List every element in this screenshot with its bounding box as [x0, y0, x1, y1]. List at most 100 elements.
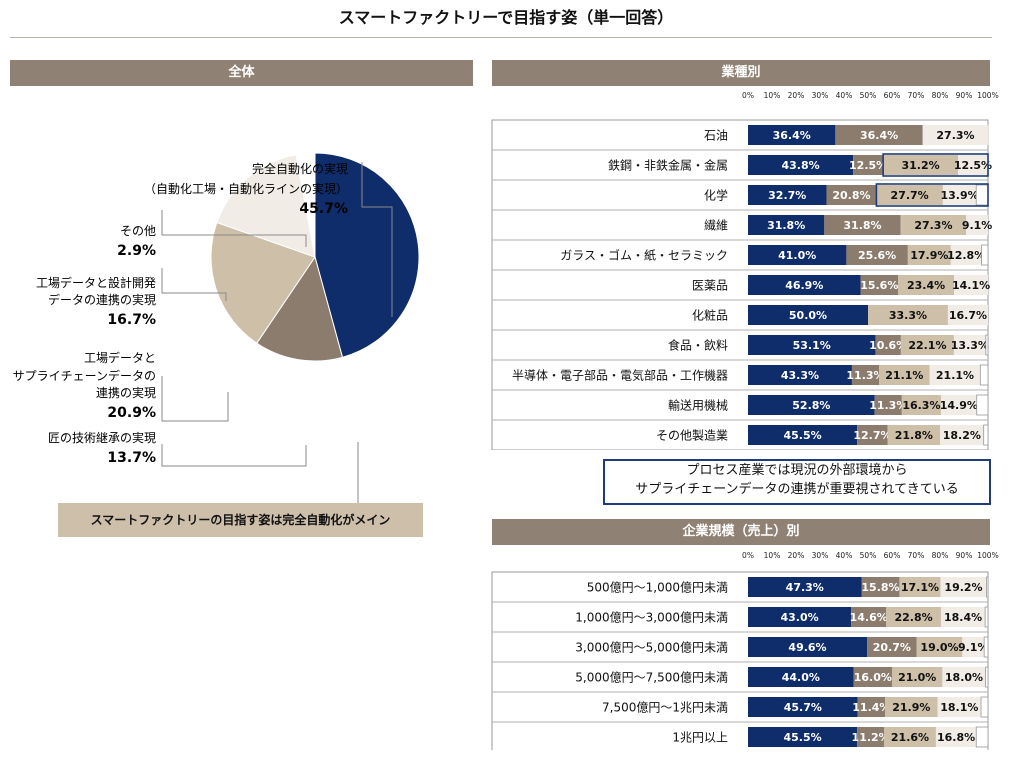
industry-category-label: 医薬品 — [692, 279, 728, 293]
size-bar-segment — [748, 697, 858, 717]
pie-label: 連携の実現 — [96, 385, 156, 400]
section-header-overall: 全体 — [10, 60, 473, 86]
size-bar-segment — [899, 577, 941, 597]
industry-bar-segment — [953, 335, 986, 355]
industry-data-label: 17.9% — [910, 249, 948, 262]
industry-bar-segment — [887, 425, 940, 445]
industry-data-label: 13.3% — [951, 339, 989, 352]
size-bar-segment — [940, 607, 986, 627]
size-bar-segment — [962, 637, 985, 657]
size-bar-segment — [975, 726, 989, 748]
size-category-label: 1,000億円～3,000億円未満 — [575, 611, 728, 625]
industry-data-label: 45.5% — [784, 429, 822, 442]
axis-tick-label: 100% — [977, 551, 998, 560]
size-bar-segment — [886, 607, 941, 627]
size-data-label: 19.2% — [944, 581, 982, 594]
size-bar-segment — [867, 637, 917, 657]
industry-data-label: 46.9% — [785, 279, 823, 292]
size-bar-segment — [983, 636, 989, 658]
size-data-label: 15.8% — [861, 581, 899, 594]
size-data-label: 14.6% — [850, 611, 888, 624]
industry-data-label: 22.1% — [908, 339, 946, 352]
pie-value-label: 2.9% — [117, 243, 156, 259]
pie-value-label: 13.7% — [107, 450, 156, 466]
industry-bar-segment — [975, 184, 989, 206]
pie-slice — [314, 152, 420, 358]
size-bar-segment — [748, 637, 868, 657]
size-data-label: 21.6% — [891, 731, 929, 744]
size-bar-segment — [748, 577, 862, 597]
industry-bar-segment — [976, 394, 989, 416]
size-data-label: 9.1% — [958, 641, 989, 654]
industry-data-label: 18.2% — [943, 429, 981, 442]
industry-data-label: 14.1% — [952, 279, 990, 292]
size-bar-segment — [985, 666, 989, 688]
industry-bar-segment — [748, 245, 847, 265]
axis-tick-label: 30% — [812, 551, 829, 560]
pie-leader-line — [161, 376, 229, 422]
industry-bar-segment — [979, 364, 989, 386]
industry-bar-segment — [922, 125, 989, 145]
size-data-label: 45.5% — [784, 731, 822, 744]
size-data-label: 18.0% — [945, 671, 983, 684]
callout-line-1: プロセス産業では現況の外部環境から — [686, 463, 908, 478]
industry-data-label: 43.3% — [781, 369, 819, 382]
industry-bar-segment — [879, 365, 930, 385]
size-bar-segment — [748, 607, 852, 627]
industry-bar-segment — [940, 395, 977, 415]
size-category-label: 500億円～1,000億円未満 — [587, 581, 728, 595]
industry-data-label: 16.7% — [949, 309, 987, 322]
table-frame — [491, 571, 989, 750]
industry-category-label: 鉄鋼・非鉄金属・金属 — [608, 158, 728, 173]
axis-tick-label: 20% — [788, 91, 805, 100]
section-header-industry: 業種別 — [492, 60, 990, 86]
size-bar-chart: 0% 10% 20% 30% 40% 50% 60% 70% 80% 90% 100% 500億円～1… — [491, 551, 999, 750]
size-bar-segment — [885, 697, 938, 717]
industry-data-label: 16.3% — [902, 399, 940, 412]
pie-chart: 完全自動化の実現 （自動化工場・自動化ラインの実現） 45.7% 匠の技術継承の実現 1… — [13, 152, 420, 503]
size-category-label: 1兆円以上 — [672, 731, 728, 745]
industry-data-label: 33.3% — [889, 309, 927, 322]
industry-bar-segment — [846, 245, 908, 265]
pie-label: その他 — [120, 224, 156, 238]
axis-tick-label: 20% — [788, 551, 805, 560]
size-data-label: 18.4% — [944, 611, 982, 624]
industry-data-label: 15.6% — [860, 279, 898, 292]
size-bar-segment — [937, 697, 982, 717]
industry-bar-segment — [853, 155, 884, 175]
industry-bar-segment — [883, 155, 958, 175]
pie-leader-line — [161, 210, 307, 247]
pie-leader-line — [361, 162, 393, 317]
size-category-label: 7,500億円～1兆円未満 — [602, 701, 728, 715]
size-bar-segment — [984, 606, 989, 628]
industry-bar-segment — [748, 305, 868, 325]
industry-data-label: 11.3% — [869, 399, 907, 412]
industry-category-label: 石油 — [704, 129, 728, 143]
industry-data-label: 23.4% — [907, 279, 945, 292]
industry-category-label: その他製造業 — [656, 429, 728, 443]
industry-data-label: 12.8% — [947, 249, 985, 262]
axis-tick-label: 10% — [764, 91, 781, 100]
industry-bar-segment — [940, 425, 984, 445]
industry-bar-segment — [835, 125, 923, 145]
industry-category-label: 食品・飲料 — [668, 338, 728, 353]
pie-label: 完全自動化の実現 — [252, 161, 348, 176]
industry-data-label: 11.3% — [846, 369, 884, 382]
industry-bar-segment — [874, 395, 902, 415]
industry-data-label: 53.1% — [793, 339, 831, 352]
industry-highlight-box — [882, 153, 989, 177]
size-data-label: 11.4% — [852, 701, 890, 714]
pie-value-label: 16.7% — [107, 312, 156, 328]
industry-bar-segment — [748, 215, 825, 235]
industry-data-label: 13.9% — [940, 189, 978, 202]
industry-data-label: 43.8% — [781, 159, 819, 172]
process-industry-callout: プロセス産業では現況の外部環境から サプライチェーンデータの連携が重要視されてき… — [603, 459, 991, 505]
pie-value-label: 20.9% — [107, 405, 156, 421]
industry-data-label: 36.4% — [773, 129, 811, 142]
industry-bar-segment — [966, 215, 988, 235]
industry-bar-segment — [985, 334, 989, 356]
page-title: スマートファクトリーで目指す姿（単一回答） — [338, 8, 674, 27]
industry-bar-segment — [958, 155, 988, 175]
industry-bar-segment — [748, 125, 836, 145]
industry-bar-segment — [898, 275, 955, 295]
